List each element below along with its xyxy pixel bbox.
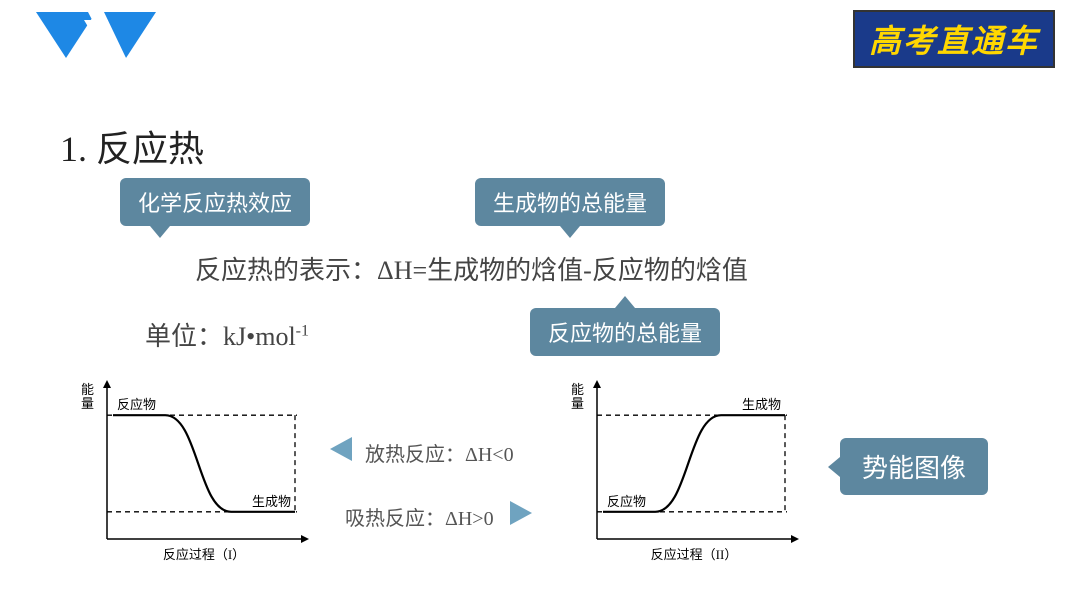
svg-text:量: 量 [571, 396, 584, 411]
unit-text: 单位：kJ•mol-1 [145, 316, 309, 353]
svg-text:能: 能 [81, 382, 94, 397]
svg-text:反应过程（II）: 反应过程（II） [651, 547, 738, 562]
banner: 高考直通车 [853, 10, 1055, 68]
svg-text:量: 量 [81, 396, 94, 411]
callout-reactant-energy: 反应物的总能量 [530, 308, 720, 356]
callout-reaction-heat-effect: 化学反应热效应 [120, 178, 310, 226]
page-heading: 1. 反应热 [60, 120, 204, 172]
callout-pe-diagram: 势能图像 [840, 438, 988, 495]
svg-text:反应物: 反应物 [117, 397, 156, 412]
unit-prefix: 单位：kJ•mol [145, 322, 296, 351]
banner-text: 高考直通车 [869, 23, 1039, 59]
energy-chart-endothermic: 能量反应过程（II） 反应物 生成物 [555, 372, 805, 567]
callout-product-energy: 生成物的总能量 [475, 178, 665, 226]
logo [36, 12, 156, 75]
arrow-right-icon [510, 501, 532, 525]
svg-text:生成物: 生成物 [742, 397, 781, 412]
svg-text:能: 能 [571, 382, 584, 397]
label-endothermic: 吸热反应：ΔH>0 [345, 502, 494, 531]
svg-text:反应过程（I）: 反应过程（I） [163, 547, 245, 562]
arrow-left-icon [330, 437, 352, 461]
label-exothermic: 放热反应：ΔH<0 [365, 438, 514, 467]
formula-text: 反应热的表示：ΔH=生成物的焓值-反应物的焓值 [195, 250, 748, 287]
svg-text:生成物: 生成物 [252, 494, 291, 509]
unit-sup: -1 [296, 322, 309, 339]
energy-chart-exothermic: 能量反应过程（I） 反应物生成物 [65, 372, 315, 567]
svg-text:反应物: 反应物 [607, 494, 646, 509]
